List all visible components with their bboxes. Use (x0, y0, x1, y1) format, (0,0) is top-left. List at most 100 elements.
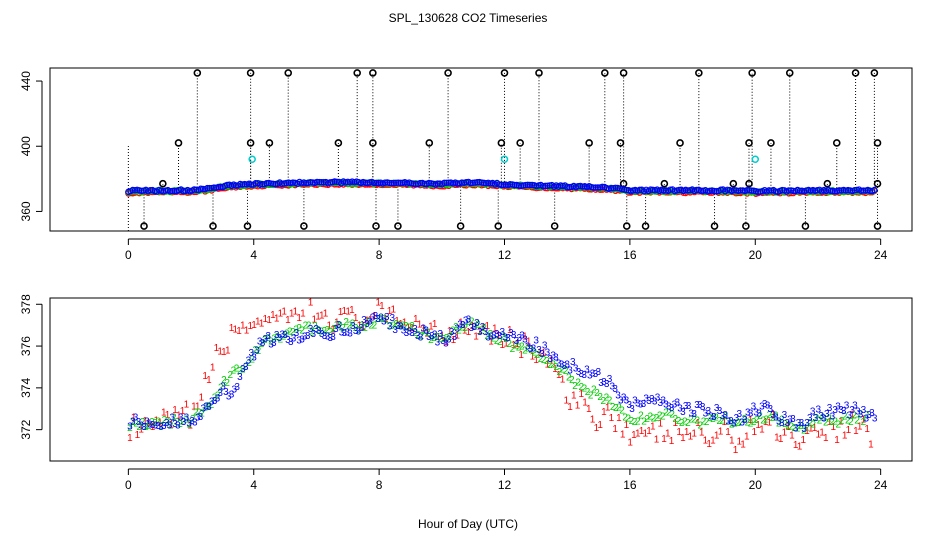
series-3-point: 3 (528, 344, 534, 355)
series-3-point: 3 (212, 396, 218, 407)
series-2-point: 2 (779, 414, 785, 425)
series-3-point: 3 (502, 332, 508, 343)
series-3-point: 3 (387, 322, 393, 333)
series-2-point: 2 (375, 314, 381, 325)
series-2-point: 2 (328, 327, 334, 338)
series-1-point: 1 (281, 306, 287, 317)
series-2-point: 2 (500, 332, 506, 343)
cyan-point (751, 155, 760, 164)
series-3-point: 3 (333, 324, 339, 335)
series-3-point: 3 (483, 327, 489, 338)
series-1-point: 1 (334, 317, 340, 328)
spike-point-mid (832, 139, 841, 147)
series-2-point: 2 (735, 418, 741, 429)
series-2-point: 2 (695, 416, 701, 427)
series-1-point: 1 (176, 410, 182, 421)
series-3-point: 3 (412, 324, 418, 335)
series-3-point: 3 (251, 353, 257, 364)
series-3-point: 3 (697, 400, 703, 411)
series-3-point: 3 (130, 416, 136, 427)
spike-point-high (369, 69, 377, 77)
series-2-point: 2 (538, 354, 544, 365)
series-3-point: 3 (615, 390, 621, 401)
series-3-point: 3 (547, 354, 553, 365)
series-1-point: 1 (537, 348, 543, 359)
series-2-point: 2 (829, 417, 835, 428)
series-2-point: 2 (253, 345, 259, 356)
series-1-point: 1 (605, 402, 611, 413)
series-1-point: 1 (624, 420, 630, 431)
series-2-point: 2 (767, 410, 773, 421)
series-point-3 (169, 187, 176, 195)
series-2-point: 2 (422, 326, 428, 337)
series-1-point: 1 (210, 362, 216, 373)
series-2-point: 2 (723, 411, 729, 422)
spike-point-low (873, 222, 882, 230)
series-2-point: 2 (350, 319, 356, 330)
series-1-point: 1 (827, 417, 833, 428)
series-3-point: 3 (342, 328, 348, 339)
series-3-point: 3 (418, 333, 424, 344)
series-point-3 (737, 187, 744, 194)
x-tick-label: 24 (874, 478, 888, 492)
series-3-point: 3 (525, 341, 531, 352)
series-3-point: 3 (452, 332, 458, 343)
series-3-point: 3 (773, 413, 779, 424)
series-3-point: 3 (460, 320, 466, 331)
series-3-point: 3 (514, 336, 520, 347)
series-2-point: 2 (419, 331, 425, 342)
series-3-point: 3 (409, 328, 415, 339)
series-3-point: 3 (810, 407, 816, 418)
series-point-3 (412, 180, 420, 188)
x-axis-label: Hour of Day (UTC) (418, 517, 518, 531)
series-2-point: 2 (202, 403, 208, 414)
series-3-point: 3 (435, 337, 441, 348)
series-3-point: 3 (779, 418, 785, 429)
series-1-point: 1 (695, 418, 701, 429)
series-1-point: 1 (169, 419, 175, 430)
series-point-3 (370, 179, 378, 187)
series-3-point: 3 (737, 409, 743, 420)
series-3-point: 3 (703, 408, 709, 419)
series-2-point: 2 (155, 416, 161, 427)
series-1-point: 1 (398, 319, 404, 330)
series-1-point: 1 (492, 323, 498, 334)
series-3-point: 3 (347, 328, 353, 339)
series-2-point: 2 (133, 418, 139, 429)
series-2-point: 2 (516, 342, 522, 353)
series-3-point: 3 (178, 412, 184, 423)
series-2-point: 2 (312, 321, 318, 332)
series-point-3 (392, 179, 400, 187)
x-tick-label: 16 (623, 248, 637, 262)
series-point-3 (743, 186, 751, 194)
series-3-point: 3 (206, 402, 212, 413)
series-1-point: 1 (360, 322, 366, 333)
series-point-3 (467, 179, 474, 187)
series-2-point: 2 (742, 414, 748, 425)
series-2-point: 2 (481, 323, 487, 334)
series-2-point: 2 (519, 341, 525, 352)
series-1-point: 1 (526, 336, 532, 347)
series-2-point: 2 (174, 417, 180, 428)
series-2-point: 2 (353, 323, 359, 334)
series-2-point: 2 (218, 382, 224, 393)
series-3-point: 3 (271, 338, 277, 349)
series-3-point: 3 (167, 420, 173, 431)
series-2-point: 2 (394, 319, 400, 330)
series-3-point: 3 (370, 313, 376, 324)
series-1-point: 1 (849, 410, 855, 421)
series-point-3 (373, 179, 380, 187)
series-3-point: 3 (793, 424, 799, 435)
series-2-point: 2 (406, 323, 412, 334)
series-2-point: 2 (688, 414, 694, 425)
series-1-point: 1 (342, 306, 348, 317)
series-2-point: 2 (143, 422, 149, 433)
series-2-point: 2 (716, 416, 722, 427)
series-1-point: 1 (432, 319, 438, 330)
series-2-point: 2 (710, 414, 716, 425)
series-1-point: 1 (421, 324, 427, 335)
series-1-point: 1 (669, 436, 675, 447)
spike-point-mid (873, 139, 882, 147)
series-point-3 (574, 182, 582, 190)
series-3-point: 3 (624, 395, 630, 406)
